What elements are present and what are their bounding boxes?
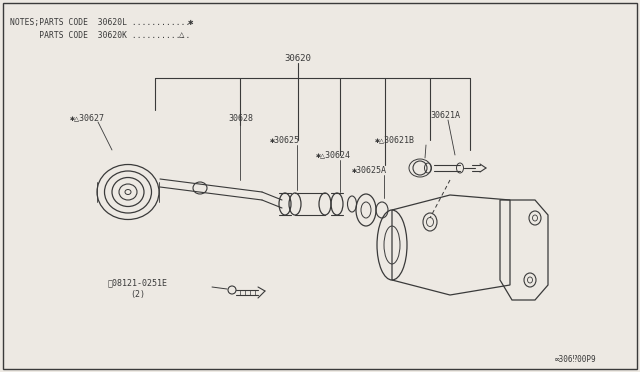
Text: ✱△30624: ✱△30624 — [316, 151, 351, 160]
Text: Ⓑ08121-0251E: Ⓑ08121-0251E — [108, 279, 168, 288]
Text: ✱△30621B: ✱△30621B — [375, 135, 415, 144]
Text: PARTS CODE  30620K ............: PARTS CODE 30620K ............ — [10, 31, 190, 39]
Text: (2): (2) — [130, 291, 145, 299]
Text: 30621A: 30621A — [430, 110, 460, 119]
Text: ∞306⁉00P9: ∞306⁉00P9 — [555, 356, 596, 365]
Text: ✱30625: ✱30625 — [270, 135, 300, 144]
Text: ✱30625A: ✱30625A — [352, 166, 387, 174]
Text: ✱: ✱ — [188, 17, 193, 26]
Text: △: △ — [179, 31, 184, 39]
Text: NOTES;PARTS CODE  30620L ............: NOTES;PARTS CODE 30620L ............ — [10, 17, 190, 26]
Text: 30620: 30620 — [285, 54, 312, 62]
Text: 30628: 30628 — [228, 113, 253, 122]
Text: ✱△30627: ✱△30627 — [70, 113, 105, 122]
